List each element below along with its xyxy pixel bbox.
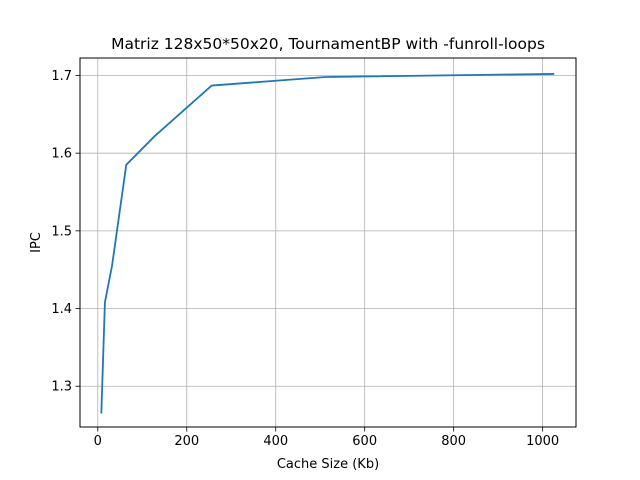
y-tick-label: 1.6 xyxy=(51,147,72,162)
y-tick-label: 1.5 xyxy=(51,224,72,239)
x-tick-label: 600 xyxy=(352,434,377,449)
x-tick-label: 400 xyxy=(263,434,288,449)
y-axis-label: IPC xyxy=(29,232,44,253)
chart-title: Matriz 128x50*50x20, TournamentBP with -… xyxy=(111,35,545,53)
axis-ticks: 0 200 400 600 800 1000 1.3 1.4 1.5 1.6 1.7 xyxy=(51,69,559,449)
y-tick-label: 1.7 xyxy=(51,69,72,84)
y-tick-label: 1.3 xyxy=(51,380,72,395)
grid-lines xyxy=(80,58,576,427)
x-tick-label: 1000 xyxy=(526,434,559,449)
series-line xyxy=(100,73,555,414)
series-layer xyxy=(100,73,555,414)
x-axis-label: Cache Size (Kb) xyxy=(277,457,379,472)
y-tick-label: 1.4 xyxy=(51,302,72,317)
x-tick-label: 200 xyxy=(174,434,199,449)
plot-frame xyxy=(79,57,577,428)
x-tick-label: 800 xyxy=(441,434,466,449)
x-tick-label: 0 xyxy=(94,434,102,449)
